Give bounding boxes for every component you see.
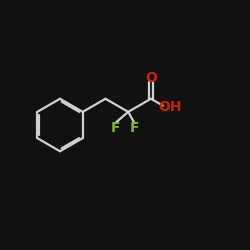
Text: OH: OH [158, 100, 182, 114]
Text: F: F [110, 121, 120, 135]
Text: O: O [145, 71, 157, 85]
Text: F: F [130, 121, 139, 135]
